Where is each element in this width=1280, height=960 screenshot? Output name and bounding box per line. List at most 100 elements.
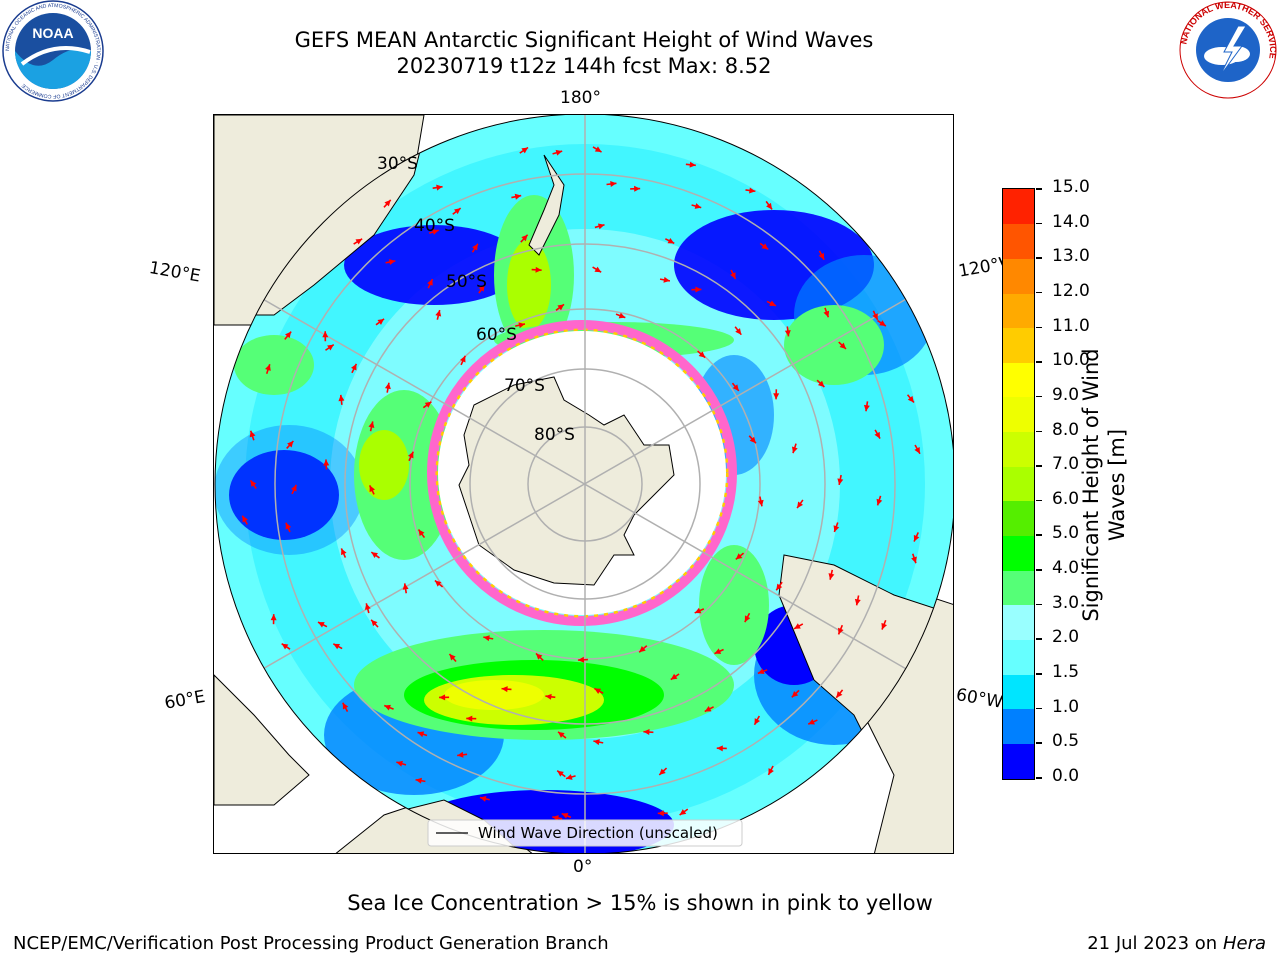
colorbar-tick-mark	[1036, 291, 1042, 294]
colorbar-tick-mark	[1036, 534, 1042, 536]
colorbar-tick-label: 8.0	[1052, 419, 1080, 440]
colorbar-tick-label: 6.0	[1052, 488, 1080, 509]
colorbar-tick-mark	[1036, 673, 1042, 675]
wind-wave-arrowhead	[663, 276, 670, 283]
wind-wave-arrowhead	[265, 364, 271, 371]
wind-wave-arrowhead	[514, 193, 522, 200]
wind-wave-arrowhead	[913, 534, 920, 542]
colorbar-tick-mark	[1036, 326, 1042, 329]
wind-wave-arrowhead	[384, 704, 391, 711]
colorbar-tick-mark	[1036, 638, 1042, 640]
wind-wave-arrowhead	[784, 330, 791, 337]
wind-wave-arrowhead	[754, 718, 761, 725]
colorbar-tick-label: 14.0	[1052, 211, 1090, 232]
antarctica-land	[458, 376, 675, 586]
wind-wave-arrowhead	[776, 583, 783, 591]
colorbar-tick-mark	[1036, 777, 1042, 779]
wind-wave-arrowhead	[323, 459, 330, 466]
colorbar-tick-label: 11.0	[1052, 315, 1090, 336]
colorbar-swatch	[1003, 639, 1034, 675]
wind-wave-arrowhead	[342, 702, 349, 710]
wind-wave-arrowhead	[377, 318, 385, 325]
wind-wave-arrowhead	[757, 499, 764, 507]
colorbar-swatch	[1003, 535, 1034, 571]
wind-wave-arrowhead	[424, 401, 432, 408]
wind-wave-arrowhead	[439, 694, 446, 701]
wind-wave-arrowhead	[874, 431, 881, 439]
wind-wave-arrowhead	[577, 656, 585, 663]
wind-wave-arrowhead	[483, 635, 490, 642]
wind-wave-arrowhead	[449, 653, 456, 661]
wind-wave-arrowhead	[478, 284, 485, 292]
colorbar-swatch	[1003, 258, 1034, 294]
wind-wave-arrowhead	[679, 809, 687, 816]
wind-wave-arrowhead	[432, 229, 439, 235]
wind-wave-arrowhead	[597, 223, 605, 230]
lat-label-80s: 80°S	[534, 425, 575, 445]
svg-text:NOAA: NOAA	[32, 25, 73, 41]
lon-label-0: 0°	[573, 857, 593, 877]
wind-wave-arrowhead	[371, 552, 378, 559]
wind-wave-arrowhead	[761, 243, 769, 250]
colorbar-tick-label: 4.0	[1052, 558, 1080, 579]
wind-wave-arrowhead	[355, 238, 363, 245]
wind-wave-arrowhead	[545, 693, 552, 700]
wind-wave-arrowhead	[639, 646, 646, 653]
wind-wave-arrowhead	[249, 430, 256, 438]
wind-wave-arrowhead	[695, 286, 702, 293]
colorbar-tick-mark	[1036, 499, 1042, 502]
wind-wave-arrowhead	[281, 643, 289, 650]
wind-wave-arrowhead	[714, 648, 722, 654]
colorbar-swatch	[1003, 466, 1034, 502]
wind-wave-arrowhead	[396, 760, 403, 767]
wind-wave-arrowhead	[716, 745, 723, 752]
wind-wave-arrowhead	[434, 580, 442, 587]
noaa-logo-icon: NOAA NATIONAL OCEANIC AND ATMOSPHERIC AD…	[2, 0, 104, 102]
wind-wave-arrowhead	[479, 795, 487, 802]
lat-label-70s: 70°S	[504, 376, 545, 396]
wind-wave-arrowhead	[285, 331, 292, 339]
colorbar-swatch	[1003, 189, 1034, 225]
wind-wave-arrowhead	[744, 615, 751, 623]
colorbar-swatch	[1003, 674, 1034, 710]
wind-wave-arrowhead	[501, 686, 508, 693]
graticule	[215, 115, 953, 853]
wind-wave-arrowhead	[327, 344, 334, 351]
wind-wave-arrowhead	[879, 320, 886, 327]
wind-wave-arrowhead	[333, 643, 341, 650]
wind-wave-arrowhead	[565, 774, 573, 780]
sea-ice-caption: Sea Ice Concentration > 15% is shown in …	[347, 891, 933, 915]
footer-machine: Hera	[1222, 933, 1266, 954]
wind-wave-arrowhead	[341, 548, 347, 556]
legend-label: Wind Wave Direction (unscaled)	[478, 824, 718, 842]
colorbar-tick-mark	[1036, 465, 1042, 467]
colorbar-tick-label: 0.5	[1052, 731, 1080, 752]
wind-wave-arrowhead	[521, 234, 528, 242]
wind-wave-arrowhead	[435, 310, 442, 317]
wind-wave-arrowhead	[854, 598, 861, 606]
wind-wave-arrowhead	[536, 653, 543, 660]
colorbar-swatch	[1003, 327, 1034, 363]
wind-wave-arrowhead	[561, 813, 569, 819]
chart-subtitle: 20230719 t12z 144h fcst Max: 8.52	[396, 54, 772, 78]
wind-wave-arrowhead	[704, 706, 712, 712]
wind-wave-arrowhead	[839, 342, 846, 349]
colorbar-tick-label: 1.5	[1052, 662, 1080, 683]
wind-wave-arrowhead	[766, 202, 773, 210]
wind-wave-arrowhead	[418, 529, 425, 537]
nws-logo-icon: NATIONAL WEATHER SERVICE	[1178, 0, 1278, 99]
colorbar-label-line1: Significant Height of Wind	[1079, 348, 1103, 622]
lat-label-30s: 30°S	[377, 154, 418, 174]
wind-wave-arrowhead	[863, 404, 870, 412]
wind-wave-arrowhead	[594, 688, 602, 694]
colorbar-tick-label: 15.0	[1052, 177, 1090, 197]
lat-label-40s: 40°S	[414, 216, 455, 236]
wind-wave-arrowhead	[555, 149, 563, 156]
wind-wave-arrowhead	[670, 673, 678, 680]
wind-wave-arrowhead	[317, 622, 325, 628]
wind-wave-arrowhead	[368, 421, 375, 428]
map-canvas: 30°S 40°S 50°S 60°S 70°S 80°S Wind Wave …	[214, 115, 953, 853]
colorbar-swatch	[1003, 396, 1034, 433]
wind-wave-arrowhead	[594, 146, 602, 153]
wind-wave-arrowhead	[828, 573, 835, 580]
